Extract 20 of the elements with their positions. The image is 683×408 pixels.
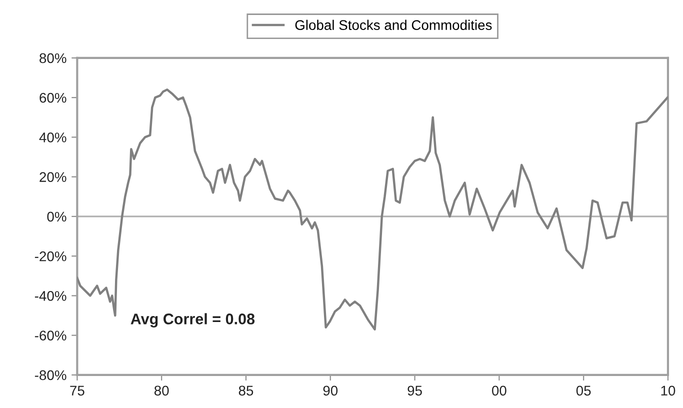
line-series	[77, 88, 668, 330]
x-tick-label: 85	[238, 386, 254, 396]
x-tick-label: 95	[408, 386, 422, 396]
x-tick-label: 75	[70, 386, 84, 396]
x-tick-label: 00	[492, 386, 506, 396]
y-tick-label: 80%	[40, 53, 66, 64]
legend-label: Global Stocks and Commodities	[295, 20, 492, 30]
y-tick-label: -20%	[34, 251, 66, 262]
y-tick-label: -60%	[34, 330, 66, 340]
annotation: Avg Correl = 0.08	[130, 313, 255, 328]
y-tick-label: -80%	[34, 370, 66, 380]
x-tick-label: 10	[661, 386, 676, 396]
y-tick-label: -40%	[34, 291, 66, 301]
x-tick-label: 05	[576, 386, 591, 396]
x-tick-label: 80	[154, 386, 169, 396]
y-tick-label: 60%	[40, 92, 66, 103]
y-tick-label: 20%	[40, 172, 66, 182]
x-tick-label: 90	[323, 386, 338, 396]
y-tick-label: 40%	[39, 132, 66, 142]
y-tick-label: 0%	[47, 212, 66, 222]
